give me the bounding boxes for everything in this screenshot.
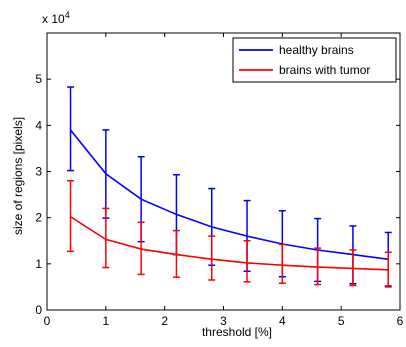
- x-tick-label: 3: [220, 314, 227, 328]
- legend-entry: healthy brains: [279, 43, 354, 57]
- x-tick-label: 6: [397, 314, 404, 328]
- series-tumor: [67, 179, 392, 288]
- x-tick-label: 0: [44, 314, 51, 328]
- series-healthy: [67, 86, 392, 287]
- y-tick-label: 1: [35, 257, 42, 271]
- series-line: [69, 129, 389, 261]
- y-tick-label: 5: [35, 72, 42, 86]
- legend-box: [232, 37, 397, 83]
- x-tick-label: 1: [102, 314, 109, 328]
- legend: healthy brains brains with tumor: [232, 37, 397, 83]
- legend-entry: brains with tumor: [279, 63, 370, 77]
- axis-ticks: 0 1 2 3 4 5 6 0 1 2 3 4 5: [35, 33, 404, 328]
- y-tick-label: 3: [35, 165, 42, 179]
- x-axis-label: threshold [%]: [202, 325, 272, 339]
- y-tick-label: 2: [35, 211, 42, 225]
- x-tick-label: 4: [279, 314, 286, 328]
- y-tick-label: 0: [35, 303, 42, 317]
- y-multiplier-label: x 104: [42, 10, 70, 26]
- series-line: [70, 216, 389, 271]
- y-axis-label: size of regions [pixels]: [11, 117, 25, 235]
- y-tick-label: 4: [35, 118, 42, 132]
- x-tick-label: 2: [161, 314, 168, 328]
- x-tick-label: 5: [338, 314, 345, 328]
